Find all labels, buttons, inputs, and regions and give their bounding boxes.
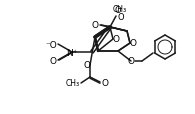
Text: O: O (91, 21, 98, 30)
Text: CH₃: CH₃ (113, 4, 127, 13)
Text: O: O (128, 57, 135, 66)
Text: O: O (129, 39, 136, 48)
Text: O: O (50, 56, 57, 65)
Text: ⁻O: ⁻O (45, 40, 57, 49)
Text: O: O (102, 78, 108, 87)
Text: N⁺: N⁺ (66, 48, 78, 57)
Text: O: O (118, 12, 124, 21)
Text: O: O (115, 5, 121, 14)
Text: O: O (113, 35, 120, 44)
Text: CH₃: CH₃ (66, 79, 80, 88)
Text: O: O (83, 61, 90, 70)
